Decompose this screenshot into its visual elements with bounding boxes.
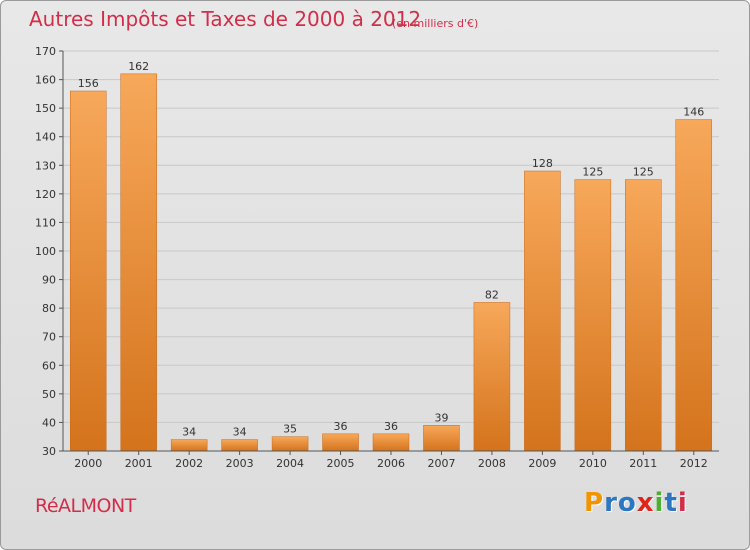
x-tick-label: 2005 bbox=[327, 457, 355, 470]
logo-letter: x bbox=[636, 488, 655, 518]
data-label: 34 bbox=[182, 426, 196, 439]
bar bbox=[170, 439, 208, 452]
commune-name: RéALMONT bbox=[35, 495, 136, 517]
chart-title: Autres Impôts et Taxes de 2000 à 2012 bbox=[29, 7, 422, 31]
x-tick-label: 2006 bbox=[377, 457, 405, 470]
x-tick-label: 2003 bbox=[226, 457, 254, 470]
data-label: 156 bbox=[78, 77, 99, 90]
proxiti-logo: Proxiti bbox=[584, 488, 688, 518]
data-label: 125 bbox=[633, 166, 654, 179]
y-tick-label: 100 bbox=[35, 245, 56, 258]
x-tick-label: 2002 bbox=[175, 457, 203, 470]
x-tick-label: 2009 bbox=[528, 457, 556, 470]
x-tick-label: 2011 bbox=[629, 457, 657, 470]
y-tick-label: 110 bbox=[35, 216, 56, 229]
y-tick-label: 80 bbox=[42, 302, 56, 315]
logo-letter: r bbox=[604, 488, 618, 518]
data-label: 35 bbox=[283, 423, 297, 436]
bar bbox=[423, 425, 460, 452]
bar bbox=[473, 302, 511, 452]
bars: 156 162 34 34 35 36 36 39 82 128 125 125 146 bbox=[69, 60, 713, 452]
logo-letter: o bbox=[617, 488, 637, 518]
bar bbox=[221, 439, 258, 452]
bar bbox=[675, 119, 713, 452]
y-tick-label: 60 bbox=[42, 359, 56, 372]
y-tick-label: 40 bbox=[42, 416, 56, 429]
chart-subtitle: (en milliers d'€) bbox=[392, 17, 479, 30]
logo-letter: i bbox=[677, 488, 688, 518]
x-tick-label: 2004 bbox=[276, 457, 304, 470]
bar bbox=[271, 436, 309, 452]
bar bbox=[524, 170, 561, 452]
logo-letter: t bbox=[664, 488, 678, 518]
x-tick-label: 2012 bbox=[680, 457, 708, 470]
data-label: 128 bbox=[532, 157, 553, 170]
bar bbox=[372, 433, 410, 452]
data-label: 82 bbox=[485, 288, 499, 301]
x-tick-label: 2001 bbox=[125, 457, 153, 470]
data-label: 39 bbox=[434, 411, 448, 424]
bar bbox=[322, 433, 359, 452]
y-tick-label: 140 bbox=[35, 131, 56, 144]
y-axis: 30 40 50 60 70 80 90 100 110 120 130 140 150 160 170 bbox=[35, 45, 64, 458]
data-label: 162 bbox=[128, 60, 149, 73]
y-tick-label: 150 bbox=[35, 102, 56, 115]
y-tick-label: 130 bbox=[35, 159, 56, 172]
logo-letter: P bbox=[584, 488, 605, 518]
logo-letter: i bbox=[654, 488, 665, 518]
x-tick-label: 2000 bbox=[74, 457, 102, 470]
x-tick-label: 2007 bbox=[427, 457, 455, 470]
bar bbox=[120, 73, 157, 452]
data-label: 36 bbox=[384, 420, 398, 433]
y-tick-label: 170 bbox=[35, 45, 56, 58]
data-label: 125 bbox=[582, 166, 603, 179]
x-tick-label: 2008 bbox=[478, 457, 506, 470]
data-label: 36 bbox=[334, 420, 348, 433]
gridlines bbox=[63, 50, 719, 452]
bar bbox=[625, 179, 662, 452]
data-label: 34 bbox=[233, 426, 247, 439]
y-tick-label: 50 bbox=[42, 388, 56, 401]
y-tick-label: 30 bbox=[42, 445, 56, 458]
x-axis: 2000 2001 2002 2003 2004 2005 2006 2007 2008 2009… bbox=[63, 450, 719, 470]
y-tick-label: 160 bbox=[35, 74, 56, 87]
bar bbox=[69, 90, 107, 452]
x-tick-label: 2010 bbox=[579, 457, 607, 470]
y-tick-label: 70 bbox=[42, 331, 56, 344]
y-tick-label: 120 bbox=[35, 188, 56, 201]
bar bbox=[574, 179, 612, 452]
data-label: 146 bbox=[683, 106, 704, 119]
y-tick-label: 90 bbox=[42, 274, 56, 287]
